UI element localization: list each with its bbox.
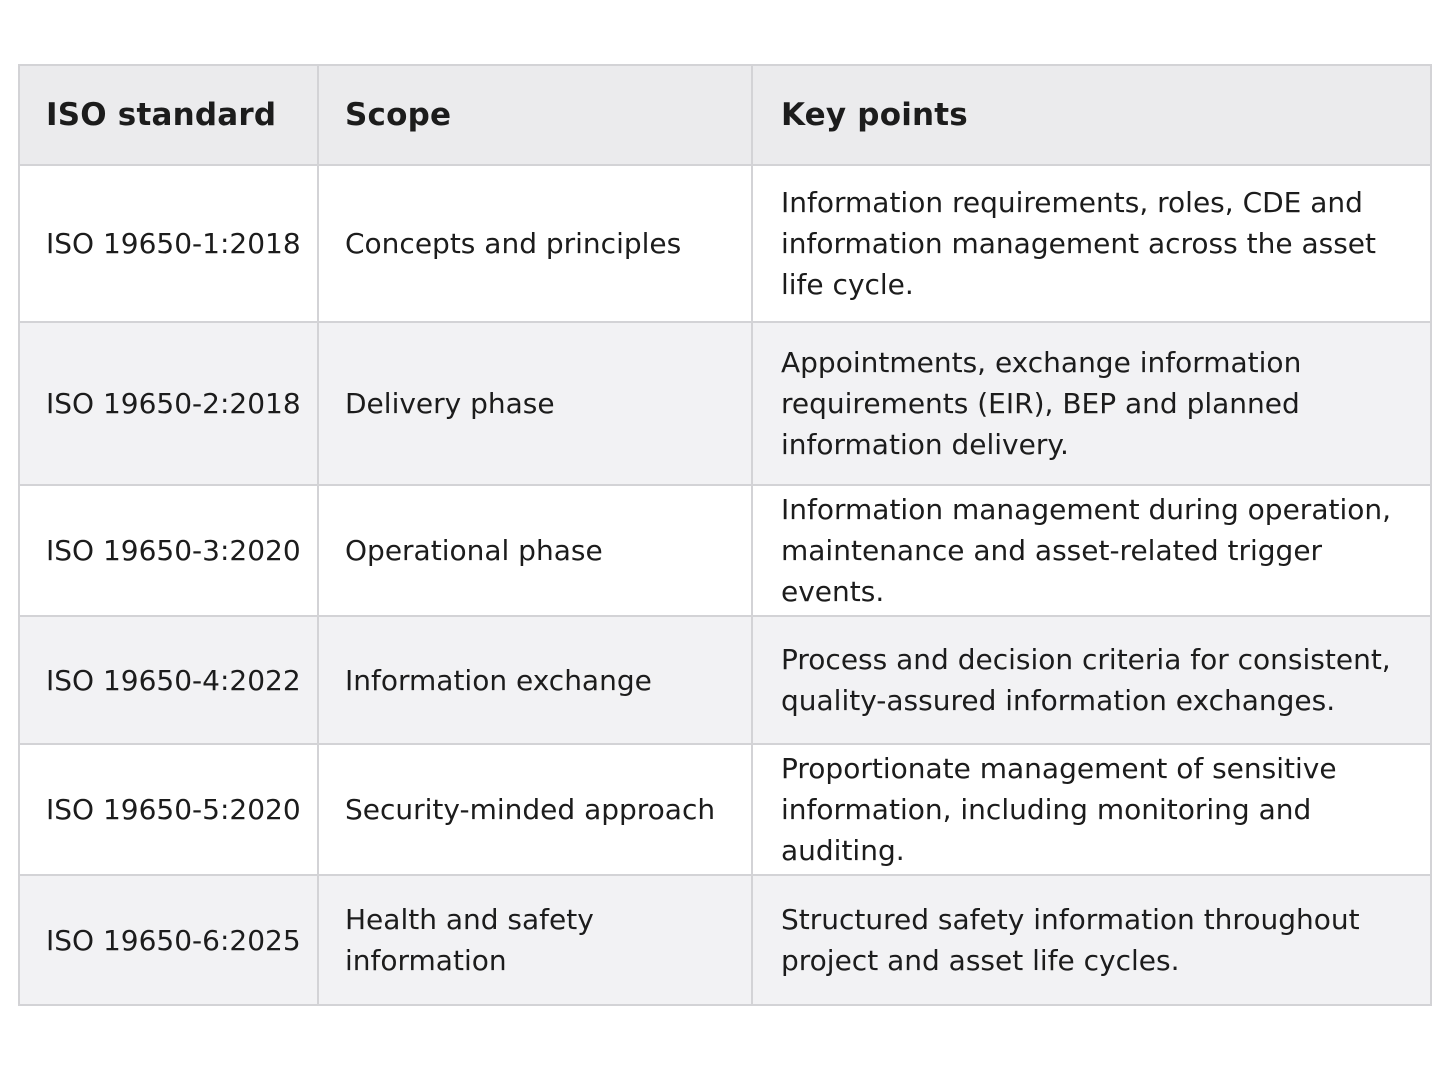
cell-standard: ISO 19650-1:2018 [18, 164, 319, 323]
table-body: ISO 19650-1:2018 Concepts and principles… [18, 164, 1432, 1006]
cell-scope: Concepts and principles [317, 164, 753, 323]
cell-key-points: Appointments, exchange information requi… [751, 321, 1432, 486]
iso-standards-table-container: ISO standard Scope Key points ISO 19650-… [18, 64, 1432, 1006]
cell-scope: Delivery phase [317, 321, 753, 486]
cell-scope: Operational phase [317, 484, 753, 617]
header-iso-standard: ISO standard [18, 64, 319, 166]
cell-scope: Health and safety information [317, 874, 753, 1006]
cell-standard: ISO 19650-3:2020 [18, 484, 319, 617]
table-row: ISO 19650-2:2018 Delivery phase Appointm… [18, 321, 1432, 486]
iso-standards-table: ISO standard Scope Key points ISO 19650-… [18, 64, 1432, 1006]
table-row: ISO 19650-3:2020 Operational phase Infor… [18, 484, 1432, 617]
table-row: ISO 19650-4:2022 Information exchange Pr… [18, 615, 1432, 745]
cell-standard: ISO 19650-2:2018 [18, 321, 319, 486]
cell-key-points: Information requirements, roles, CDE and… [751, 164, 1432, 323]
cell-scope: Information exchange [317, 615, 753, 745]
cell-key-points: Process and decision criteria for consis… [751, 615, 1432, 745]
header-row: ISO standard Scope Key points [18, 64, 1432, 166]
table-row: ISO 19650-5:2020 Security-minded approac… [18, 743, 1432, 876]
table-header: ISO standard Scope Key points [18, 64, 1432, 166]
header-scope: Scope [317, 64, 753, 166]
header-key-points: Key points [751, 64, 1432, 166]
cell-key-points: Information management during operation,… [751, 484, 1432, 617]
cell-standard: ISO 19650-6:2025 [18, 874, 319, 1006]
cell-key-points: Proportionate management of sensitive in… [751, 743, 1432, 876]
table-row: ISO 19650-6:2025 Health and safety infor… [18, 874, 1432, 1006]
cell-key-points: Structured safety information throughout… [751, 874, 1432, 1006]
cell-scope: Security-minded approach [317, 743, 753, 876]
cell-standard: ISO 19650-4:2022 [18, 615, 319, 745]
table-row: ISO 19650-1:2018 Concepts and principles… [18, 164, 1432, 323]
cell-standard: ISO 19650-5:2020 [18, 743, 319, 876]
